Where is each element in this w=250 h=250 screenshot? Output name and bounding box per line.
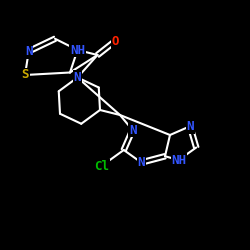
Text: N: N — [25, 45, 32, 58]
Text: Cl: Cl — [94, 160, 109, 173]
Text: N: N — [186, 120, 194, 133]
Text: N: N — [138, 156, 145, 169]
Text: N: N — [74, 71, 81, 84]
Text: NH: NH — [171, 154, 186, 166]
Text: S: S — [21, 68, 29, 82]
Text: NH: NH — [70, 44, 85, 57]
Text: N: N — [129, 124, 136, 136]
Text: O: O — [111, 35, 119, 48]
